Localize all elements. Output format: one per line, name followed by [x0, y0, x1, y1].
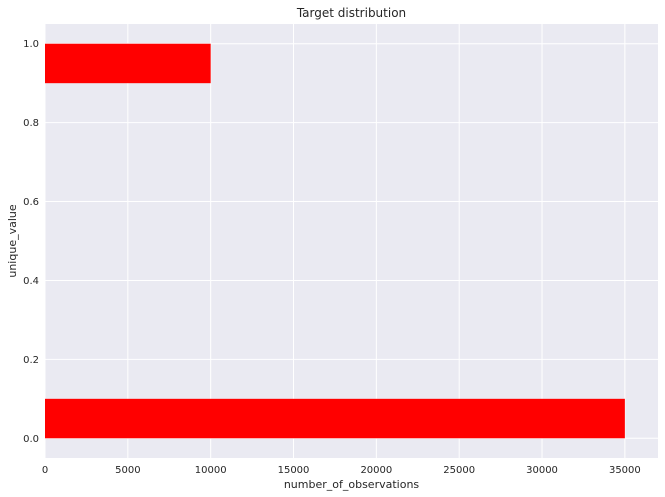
x-tick-label: 15000 [278, 465, 310, 476]
y-tick-label: 0.2 [23, 355, 39, 366]
chart-title: Target distribution [296, 6, 406, 20]
x-tick-label: 35000 [609, 465, 641, 476]
x-tick-label: 20000 [360, 465, 392, 476]
y-tick-label: 1.0 [23, 39, 39, 50]
bars [45, 43, 625, 439]
x-tick-label: 0 [42, 465, 48, 476]
plot-area [45, 24, 658, 458]
x-tick-labels: 0 5000 10000 15000 20000 25000 30000 35000 [42, 465, 641, 476]
bar-0 [45, 398, 625, 439]
x-gridlines [44, 24, 626, 458]
bar-1 [45, 43, 211, 84]
x-axis-title: number_of_observations [284, 478, 420, 491]
x-tick-label: 25000 [443, 465, 475, 476]
y-tick-label: 0.6 [23, 197, 39, 208]
y-tick-label: 0.4 [23, 276, 39, 287]
y-tick-labels: 0.0 0.2 0.4 0.6 0.8 1.0 [23, 39, 39, 445]
x-tick-label: 10000 [195, 465, 227, 476]
x-tick-label: 30000 [526, 465, 558, 476]
y-axis-title: unique_value [6, 204, 19, 277]
y-tick-label: 0.8 [23, 118, 39, 129]
y-tick-label: 0.0 [23, 434, 39, 445]
x-tick-label: 5000 [115, 465, 140, 476]
